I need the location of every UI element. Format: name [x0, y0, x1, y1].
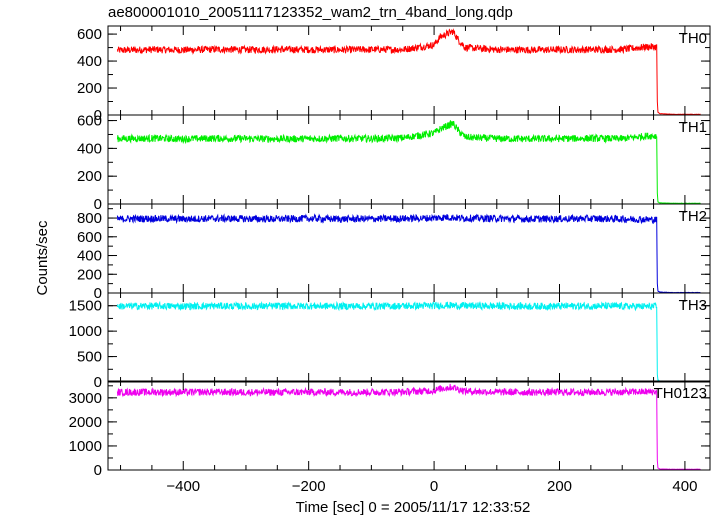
panel-label: TH1	[679, 119, 707, 136]
y-tick-label: 200	[77, 80, 102, 97]
x-tick-label: −200	[292, 478, 326, 495]
panel-frame	[107, 292, 711, 383]
y-tick-label: 400	[77, 53, 102, 70]
y-tick-label: 600	[77, 229, 102, 246]
y-tick-label: 1500	[69, 298, 102, 315]
y-tick-label: 200	[77, 168, 102, 185]
y-tick-label: 0	[94, 196, 102, 213]
y-tick-label: 800	[77, 210, 102, 227]
y-tick-label: 0	[94, 107, 102, 124]
panel-th0: 0 200 400 600 TH0	[77, 25, 711, 124]
y-tick-label: 1000	[69, 323, 102, 340]
panel-label: TH0123	[654, 385, 707, 402]
y-tick-label: 400	[77, 140, 102, 157]
x-tick-label: −400	[166, 478, 200, 495]
y-tick-label: 600	[77, 113, 102, 130]
y-axis-label: Counts/sec	[34, 220, 51, 296]
panel-frame	[107, 380, 711, 471]
series-line-th0123	[116, 383, 701, 470]
series-line-th0	[116, 28, 701, 116]
panel-th0123: 0 1000 2000 3000 TH0123	[69, 380, 711, 479]
y-tick-label: 0	[94, 462, 102, 479]
series-line-th3	[116, 300, 701, 383]
x-tick-label: 0	[430, 478, 438, 495]
y-tick-label: 2000	[69, 414, 102, 431]
panel-th1: 0 200 400 600 TH1	[77, 113, 711, 213]
series-line-th2	[116, 213, 701, 294]
y-tick-label: 400	[77, 248, 102, 265]
y-tick-label: 200	[77, 266, 102, 283]
chart-title: ae800001010_20051117123352_wam2_trn_4ban…	[108, 4, 513, 21]
panel-frame	[107, 25, 711, 116]
panel-label: TH2	[679, 208, 707, 225]
y-tick-label: 600	[77, 26, 102, 43]
x-axis-label: Time [sec] 0 = 2005/11/17 12:33:52	[296, 499, 531, 516]
y-tick-label: 3000	[69, 390, 102, 407]
y-tick-label: 0	[94, 374, 102, 391]
y-tick-label: 1000	[69, 438, 102, 455]
x-tick-label: 200	[547, 478, 572, 495]
panel-label: TH3	[679, 297, 707, 314]
x-tick-label: 400	[672, 478, 697, 495]
panel-frame	[107, 114, 711, 205]
y-tick-label: 500	[77, 349, 102, 366]
y-tick-label: 0	[94, 285, 102, 302]
panel-label: TH0	[679, 30, 707, 47]
panel-th3: 0 500 1000 1500 TH3	[69, 292, 711, 391]
series-line-th1	[116, 119, 701, 205]
